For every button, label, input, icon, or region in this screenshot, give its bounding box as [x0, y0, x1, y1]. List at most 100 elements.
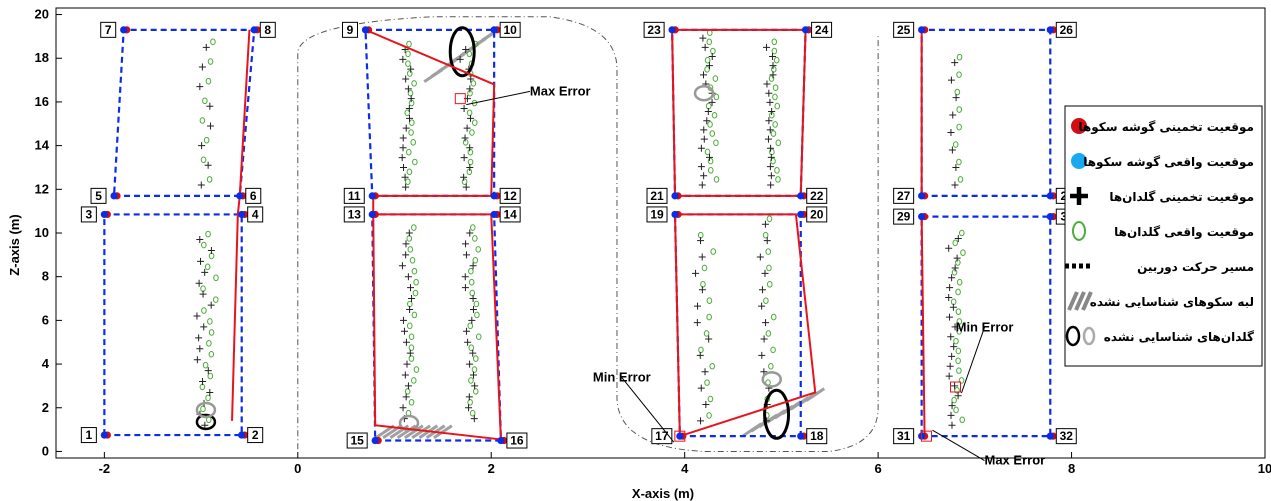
true-pot-marker — [713, 139, 719, 147]
estimated-pot-marker — [461, 284, 469, 292]
estimated-pot-marker — [947, 333, 955, 341]
true-pot-marker — [959, 416, 966, 424]
true-pot-marker — [701, 264, 708, 272]
camera-path-rect — [670, 28, 807, 197]
true-pot-marker — [406, 70, 413, 77]
true-pot-marker — [762, 231, 769, 239]
corner-id-label: 5 — [95, 189, 102, 203]
error-arrow — [466, 90, 531, 106]
true-pot-marker — [771, 47, 778, 55]
camera-path-rect — [371, 213, 503, 442]
estimated-pot-marker — [201, 421, 209, 429]
true-pot-marker — [955, 357, 961, 365]
true-pot-marker — [765, 330, 772, 337]
estimated-pot-marker — [406, 114, 414, 122]
estimated-pot-marker — [399, 134, 407, 142]
true-pot-marker — [955, 347, 962, 355]
true-pot-marker — [411, 224, 417, 231]
corner-id-label: 23 — [647, 23, 661, 37]
estimated-pot-marker — [699, 34, 707, 42]
true-corner-dot — [490, 210, 498, 219]
undetected-edge-hatch — [805, 387, 826, 402]
true-pot-marker — [700, 281, 706, 288]
true-corner-dot — [371, 436, 379, 445]
corner-id-label: 7 — [105, 23, 112, 37]
undetected-edge-hatch — [404, 424, 424, 440]
true-pot-marker — [413, 366, 420, 373]
true-pot-marker — [475, 246, 482, 253]
corner-id-label: 24 — [815, 23, 829, 37]
estimated-pot-marker — [768, 108, 776, 116]
estimated-pot-marker — [401, 173, 409, 181]
true-pot-marker — [207, 318, 213, 325]
corner-id-label: 2 — [1060, 189, 1067, 203]
corner-id-label: 6 — [250, 189, 257, 203]
estimated-pot-marker — [758, 302, 766, 310]
error-arrow — [961, 327, 985, 394]
true-pot-marker — [706, 38, 713, 46]
error-arrow — [621, 377, 675, 443]
true-pot-marker — [408, 333, 415, 341]
true-pot-marker — [411, 80, 417, 87]
corner-id-label: 19 — [650, 207, 664, 221]
estimated-pot-marker — [196, 83, 204, 91]
estimated-pot-marker — [402, 251, 410, 259]
true-corner-dot — [671, 210, 679, 219]
corner-id-box — [343, 187, 365, 204]
estimated-pot-marker — [193, 312, 201, 320]
true-pot-marker — [471, 366, 478, 373]
true-pot-marker — [471, 119, 478, 126]
undetected-pot-ring — [761, 371, 782, 388]
legend-label: مسیر حرکت دوربین — [1137, 260, 1254, 275]
true-corner-dot — [368, 210, 376, 219]
estimated-pot-marker — [399, 316, 407, 324]
estimated-platform-edge — [920, 216, 926, 434]
y-tick-label: 2 — [42, 400, 49, 415]
y-axis-label: Z-axis (m) — [7, 214, 22, 275]
corner-id-label: 11 — [348, 189, 361, 203]
error-marker-box — [674, 430, 686, 442]
true-pot-marker — [472, 388, 479, 395]
true-corner-dot — [1046, 213, 1054, 221]
true-corner-dot — [110, 192, 118, 200]
true-corner-dot — [490, 192, 498, 200]
estimated-pot-marker — [456, 55, 464, 63]
true-corner-dot — [918, 213, 926, 221]
corner-id-label: 21 — [650, 189, 664, 203]
green-ring-icon — [1072, 221, 1086, 241]
true-pot-marker — [770, 157, 776, 165]
true-pot-marker — [952, 239, 959, 247]
true-pot-marker — [410, 139, 417, 146]
estimated-pot-marker — [766, 98, 774, 106]
estimated-pot-marker — [951, 59, 959, 67]
true-corner-dot — [100, 431, 108, 439]
true-pot-marker — [952, 141, 959, 148]
true-pot-marker — [953, 406, 959, 414]
corner-id-box — [893, 208, 915, 225]
true-pot-marker — [775, 139, 782, 147]
estimated-platform-edge — [671, 28, 807, 197]
y-tick-label: 10 — [35, 225, 49, 240]
corner-id-label: 20 — [810, 207, 824, 221]
true-pot-marker — [469, 409, 476, 417]
true-pot-marker — [468, 278, 475, 286]
x-tick-label: 10 — [1258, 461, 1271, 476]
true-corner-dot — [1046, 26, 1054, 34]
estimated-pot-marker — [761, 220, 769, 228]
x-tick-label: 0 — [294, 461, 301, 476]
estimated-pot-marker — [402, 393, 410, 401]
estimated-pot-marker — [462, 251, 470, 259]
estimated-pot-marker — [945, 244, 953, 252]
estimated-pot-marker — [466, 360, 474, 368]
corner-id-box — [80, 206, 97, 223]
true-pot-marker — [956, 71, 962, 78]
estimated-pot-marker — [700, 135, 708, 143]
estimated-pot-marker — [469, 295, 477, 303]
true-pot-marker — [768, 362, 774, 370]
estimated-pot-marker — [703, 117, 711, 125]
corner-id-box — [100, 21, 117, 38]
true-pot-marker — [208, 252, 215, 260]
estimated-pot-marker — [765, 117, 773, 125]
true-pot-marker — [951, 269, 958, 276]
